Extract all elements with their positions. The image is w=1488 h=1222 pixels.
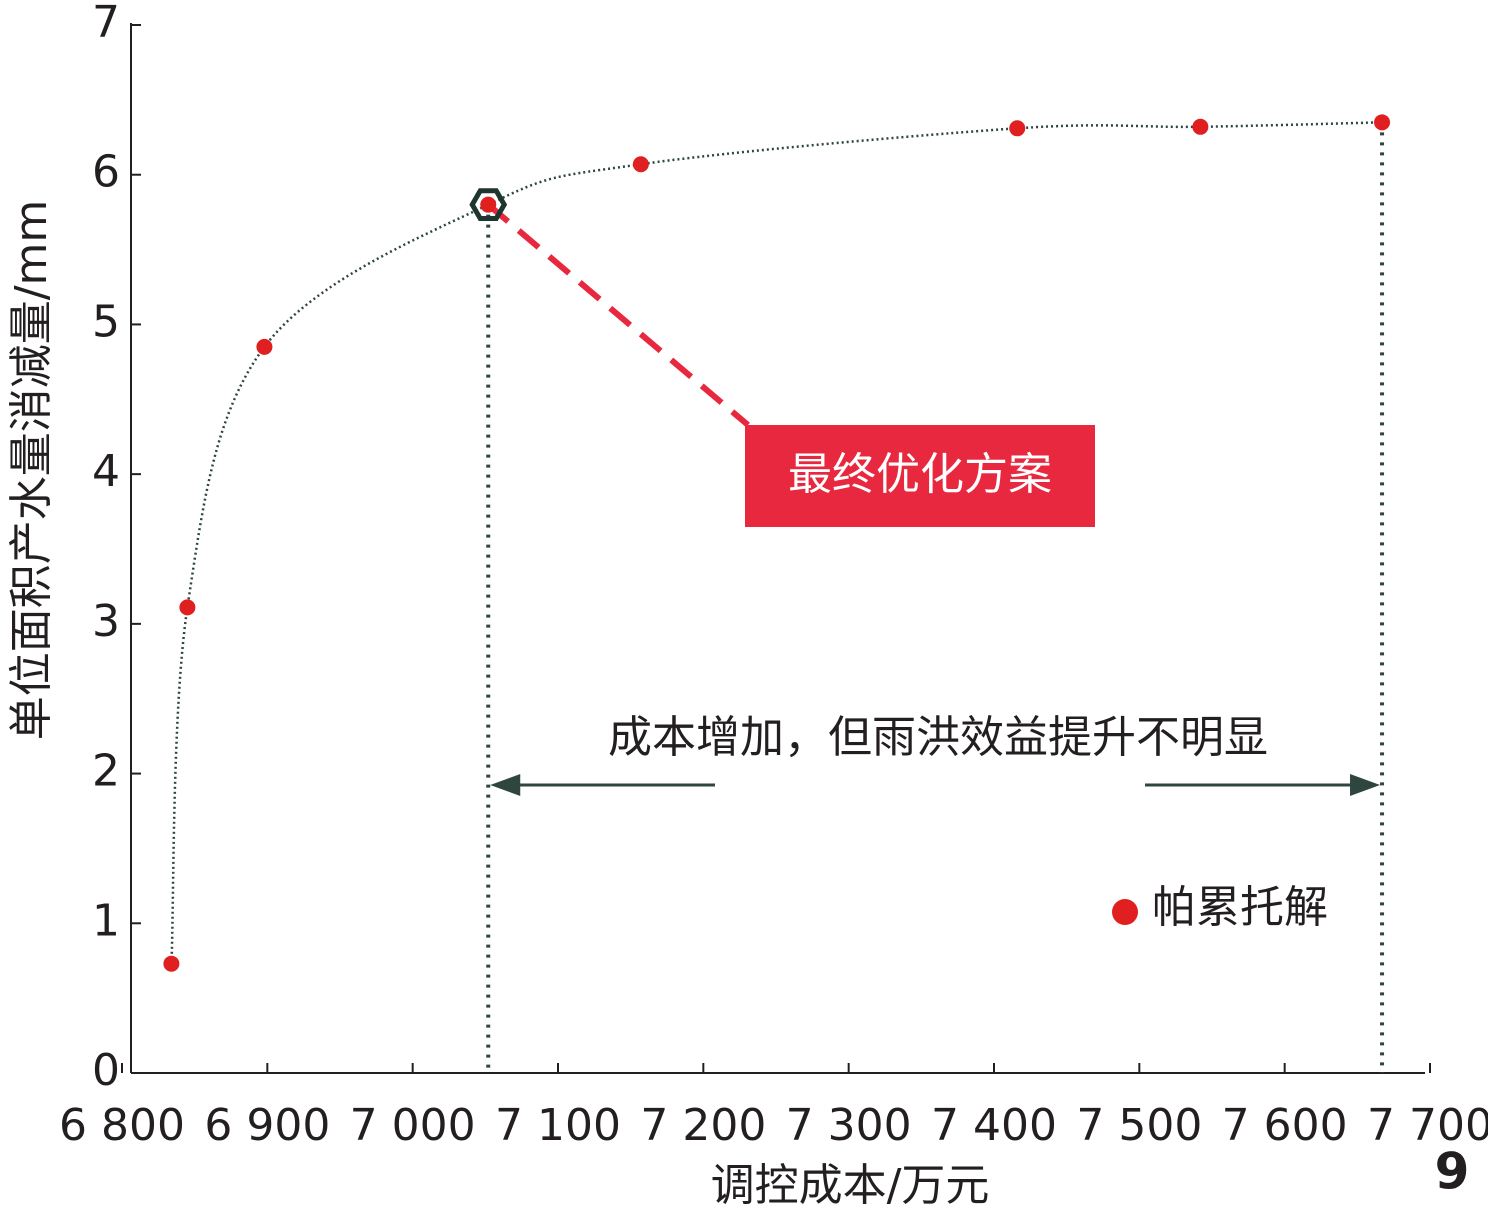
x-tick-label: 6 900 bbox=[204, 1100, 330, 1151]
x-tick-label: 7 100 bbox=[495, 1100, 621, 1151]
y-tick-label: 3 bbox=[92, 596, 120, 647]
x-tick-label: 6 800 bbox=[59, 1100, 185, 1151]
point bbox=[1192, 118, 1209, 135]
x-tick-label: 7 000 bbox=[350, 1100, 476, 1151]
x-tick-label: 7 600 bbox=[1222, 1100, 1348, 1151]
legend-marker bbox=[1112, 899, 1138, 925]
point bbox=[256, 338, 273, 355]
figure-label: 9 bbox=[1435, 1143, 1470, 1201]
arrow-head bbox=[490, 774, 521, 796]
y-tick-label: 6 bbox=[92, 147, 120, 198]
point bbox=[163, 955, 180, 972]
point bbox=[179, 599, 196, 616]
y-tick-label: 2 bbox=[92, 746, 120, 797]
y-tick-label: 1 bbox=[92, 895, 120, 946]
x-axis-label: 调控成本/万元 bbox=[711, 1160, 990, 1211]
legend-label: 帕累托解 bbox=[1152, 882, 1328, 933]
x-tick-label: 7 400 bbox=[931, 1100, 1057, 1151]
y-tick-label: 0 bbox=[92, 1045, 120, 1096]
y-tick-label: 5 bbox=[92, 296, 120, 347]
callout-line bbox=[486, 202, 750, 428]
y-tick-label: 7 bbox=[92, 0, 120, 48]
point bbox=[632, 156, 649, 173]
optimal-marker bbox=[469, 188, 508, 222]
point bbox=[480, 196, 497, 213]
x-tick-label: 7 200 bbox=[640, 1100, 766, 1151]
point bbox=[1374, 114, 1391, 131]
point bbox=[1009, 120, 1026, 137]
x-tick-label: 7 500 bbox=[1076, 1100, 1202, 1151]
range-annotation: 成本增加，但雨洪效益提升不明显 bbox=[608, 712, 1268, 763]
optimal-annotation: 最终优化方案 bbox=[788, 449, 1052, 500]
y-axis-label: 单位面积产水量消减量/mm bbox=[6, 200, 57, 741]
x-tick-label: 7 300 bbox=[786, 1100, 912, 1151]
y-tick-label: 4 bbox=[92, 446, 120, 497]
callout-box bbox=[745, 425, 1095, 527]
x-tick-label: 7 700 bbox=[1367, 1100, 1488, 1151]
fit-curve bbox=[170, 121, 1383, 964]
arrow-head bbox=[1350, 774, 1381, 796]
